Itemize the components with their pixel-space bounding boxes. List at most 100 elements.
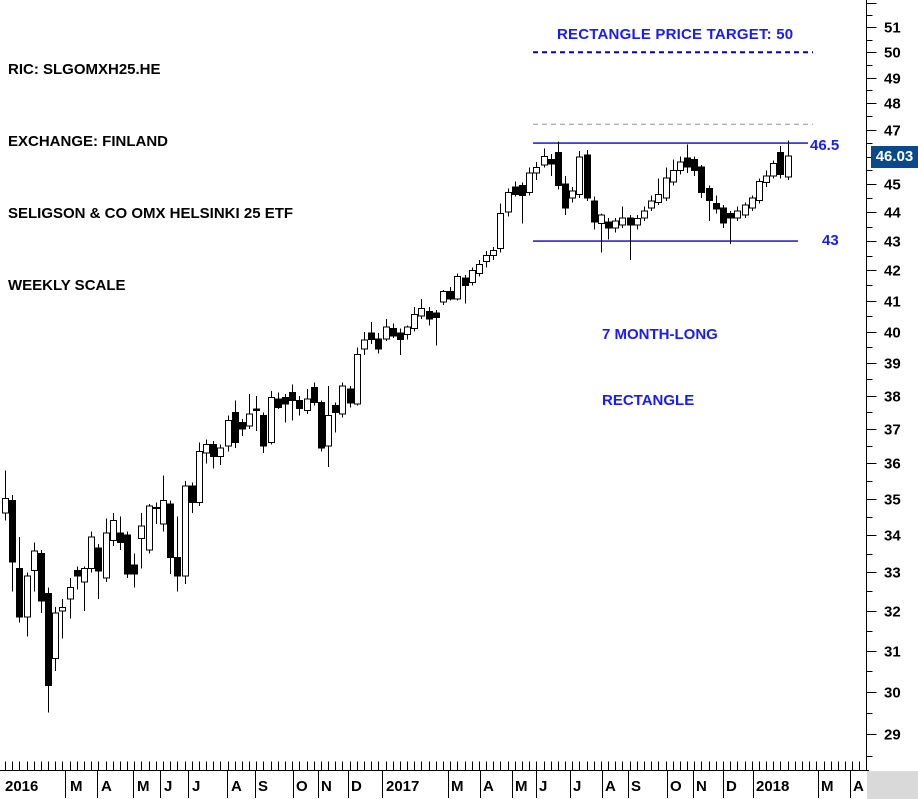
candle-body-up bbox=[217, 447, 224, 457]
candle-body-up bbox=[103, 532, 110, 579]
price-label: 34 bbox=[884, 528, 901, 545]
candle-body-down bbox=[684, 157, 691, 168]
candle-body-up bbox=[634, 218, 641, 226]
candle bbox=[462, 274, 469, 304]
candle-body-down bbox=[260, 415, 267, 447]
candle bbox=[555, 141, 562, 190]
rectangle-note: 7 MONTH-LONG RECTANGLE bbox=[602, 280, 718, 456]
candle-body-down bbox=[397, 332, 404, 340]
candle bbox=[117, 516, 124, 550]
last-price-badge: 46.03 bbox=[871, 146, 918, 168]
month-label: D bbox=[351, 778, 362, 795]
header-instrument: SELIGSON & CO OMX HELSINKI 25 ETF bbox=[8, 205, 294, 222]
month-label: N bbox=[321, 778, 332, 795]
month-label: S bbox=[631, 778, 641, 795]
candle-body-up bbox=[663, 177, 670, 199]
candle bbox=[38, 549, 45, 613]
candle bbox=[634, 215, 641, 230]
candle-body-down bbox=[210, 443, 217, 457]
header-scale: WEEKLY SCALE bbox=[8, 277, 126, 294]
candle bbox=[390, 323, 397, 338]
candle bbox=[203, 439, 210, 464]
candle-body-down bbox=[253, 408, 260, 412]
candle bbox=[153, 502, 160, 524]
month-label: 2016 bbox=[5, 778, 38, 795]
candle-body-down bbox=[727, 213, 734, 219]
candle-body-up bbox=[770, 162, 777, 177]
candle bbox=[713, 195, 720, 214]
candle bbox=[641, 206, 648, 221]
candle-body-down bbox=[562, 183, 569, 209]
candle bbox=[670, 159, 677, 186]
candle-body-up bbox=[612, 220, 619, 229]
candle-body-down bbox=[124, 534, 131, 575]
month-label: A bbox=[605, 778, 616, 795]
candle-body-down bbox=[706, 187, 713, 201]
price-label: 32 bbox=[884, 604, 901, 621]
month-label: 2017 bbox=[386, 778, 419, 795]
candle-body-down bbox=[777, 152, 784, 175]
candle-body-down bbox=[45, 592, 52, 686]
candle bbox=[440, 289, 447, 306]
month-label: J bbox=[539, 778, 547, 795]
candle bbox=[339, 382, 346, 418]
candle-body-up bbox=[24, 575, 31, 618]
candle-body-up bbox=[160, 499, 167, 525]
candle-body-up bbox=[497, 213, 504, 249]
month-label: A bbox=[231, 778, 242, 795]
candle-body-up bbox=[138, 525, 145, 540]
candle bbox=[296, 395, 303, 416]
candle-body-down bbox=[74, 569, 81, 577]
price-label: 41 bbox=[884, 294, 901, 311]
candle-body-down bbox=[189, 485, 196, 503]
candle bbox=[167, 500, 174, 575]
candle-body-up bbox=[110, 519, 117, 542]
candle bbox=[2, 470, 9, 521]
axes-layer bbox=[0, 0, 877, 798]
candle bbox=[727, 210, 734, 244]
month-label: A bbox=[483, 778, 494, 795]
candle bbox=[375, 333, 382, 354]
candle-body-up bbox=[67, 587, 74, 600]
candle bbox=[411, 306, 418, 332]
candle-body-up bbox=[526, 172, 533, 193]
candle-body-down bbox=[16, 568, 23, 618]
candle-body-down bbox=[713, 203, 720, 210]
month-label: M bbox=[70, 778, 83, 795]
candle bbox=[763, 170, 770, 187]
candle bbox=[31, 542, 38, 592]
candle bbox=[562, 175, 569, 216]
candle bbox=[677, 156, 684, 175]
candle bbox=[196, 442, 203, 506]
price-label: 49 bbox=[884, 71, 901, 88]
candle-body-down bbox=[368, 332, 375, 340]
candle-body-down bbox=[131, 564, 138, 575]
candle bbox=[576, 151, 583, 199]
candle bbox=[81, 566, 88, 611]
candle bbox=[354, 347, 361, 406]
candle bbox=[756, 178, 763, 204]
price-label: 36 bbox=[884, 456, 901, 473]
month-label: J bbox=[192, 778, 200, 795]
candle-body-down bbox=[512, 186, 519, 196]
candle bbox=[605, 217, 612, 240]
candle-body-down bbox=[174, 556, 181, 577]
candle-body-up bbox=[742, 204, 749, 216]
price-label: 29 bbox=[884, 727, 901, 744]
candle bbox=[476, 260, 483, 277]
candle bbox=[648, 195, 655, 211]
candle bbox=[275, 392, 282, 409]
candle bbox=[210, 441, 217, 469]
candle-body-down bbox=[9, 499, 16, 563]
candle bbox=[131, 553, 138, 588]
price-label: 44 bbox=[884, 205, 901, 222]
candle-body-down bbox=[275, 398, 282, 408]
month-label: S bbox=[258, 778, 268, 795]
candle bbox=[619, 206, 626, 228]
chart-header: RIC: SLGOMXH25.HE EXCHANGE: FINLAND SELI… bbox=[8, 10, 293, 346]
candle-body-down bbox=[38, 553, 45, 602]
candle-body-up bbox=[182, 485, 189, 577]
candle-body-down bbox=[720, 207, 727, 224]
candle bbox=[785, 140, 792, 180]
candle-body-up bbox=[418, 307, 425, 317]
